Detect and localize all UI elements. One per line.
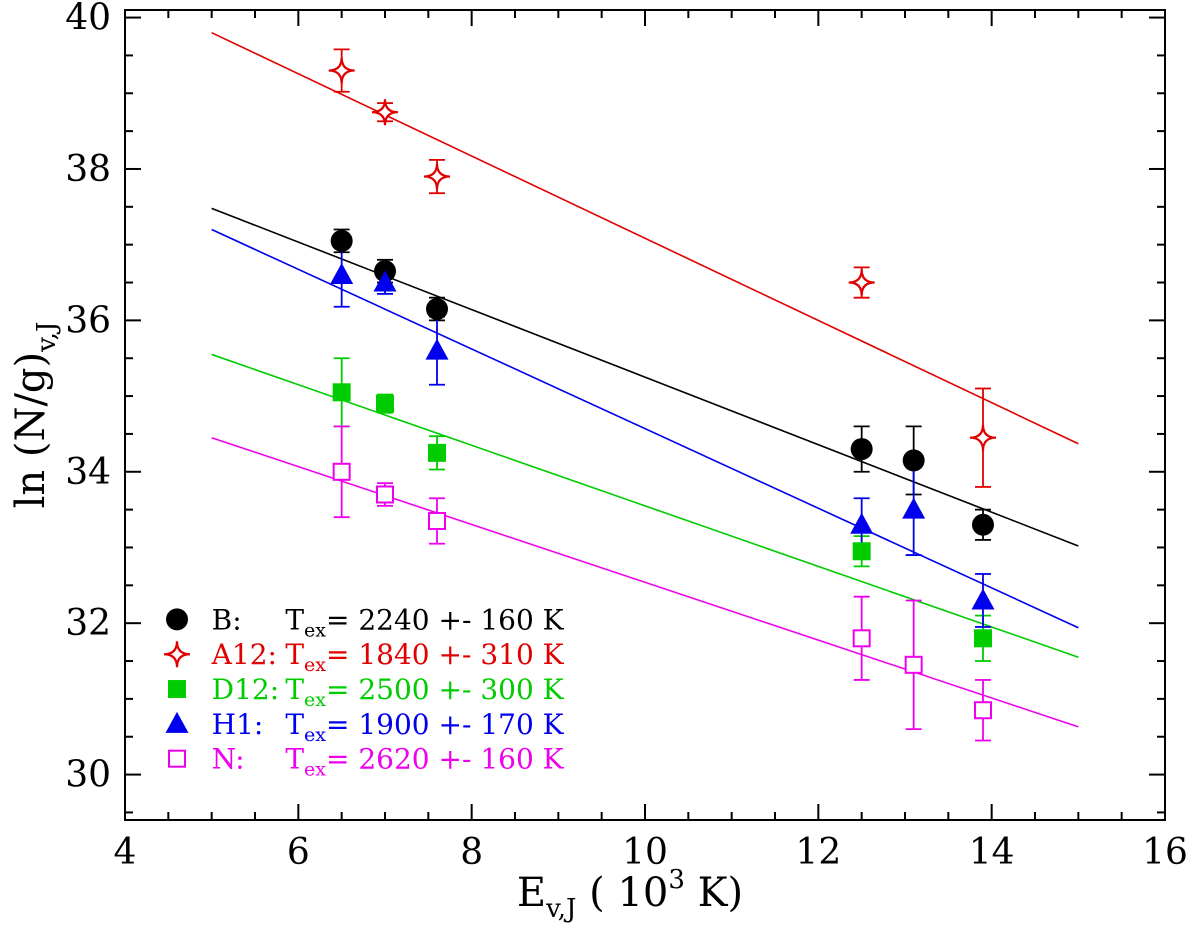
legend-marker-B (166, 608, 188, 631)
data-point-B (330, 229, 353, 252)
legend-marker-H1 (165, 711, 189, 733)
x-tick-label: 12 (795, 832, 841, 873)
data-point-D12 (332, 383, 351, 402)
legend-value-B: Tex= 2240 +- 160 K (285, 603, 564, 641)
data-point-A12 (371, 99, 399, 126)
fit-line-A12 (211, 31, 1079, 445)
fit-line-D12 (211, 353, 1079, 658)
data-point-B (850, 438, 873, 461)
data-point-N (904, 655, 923, 674)
y-tick-label: 36 (65, 300, 111, 341)
data-point-N (332, 462, 351, 481)
data-point-H1 (425, 338, 449, 360)
legend-marker-A12 (163, 641, 191, 668)
data-point-A12 (328, 57, 355, 84)
x-axis-label: Ev,J ( 103 K) (517, 865, 743, 924)
data-point-N (376, 485, 394, 504)
data-point-D12 (974, 629, 992, 648)
data-point-D12 (852, 542, 871, 561)
data-point-D12 (376, 394, 394, 413)
data-point-H1 (850, 512, 874, 534)
legend-marker-N (168, 749, 186, 768)
data-point-A12 (423, 163, 451, 190)
data-point-B (426, 298, 448, 321)
legend-value-D12: Tex= 2500 +- 300 K (285, 673, 564, 711)
legend-label-N: N: (212, 743, 245, 776)
legend-label-H1: H1: (212, 708, 264, 741)
x-tick-label: 14 (969, 832, 1015, 873)
data-point-B (902, 449, 925, 472)
y-axis-label: ln (N/g)v,J (8, 322, 62, 509)
x-tick-label: 6 (287, 832, 310, 873)
x-tick-label: 8 (460, 832, 483, 873)
legend-value-N: Tex= 2620 +- 160 K (285, 743, 564, 781)
y-tick-label: 34 (65, 452, 111, 493)
y-tick-label: 38 (65, 149, 111, 190)
fit-line-N (211, 436, 1079, 728)
data-point-H1 (902, 497, 926, 519)
data-point-H1 (373, 270, 397, 292)
data-point-B (972, 513, 994, 536)
data-point-D12 (428, 443, 446, 462)
data-point-H1 (971, 588, 995, 610)
legend-label-B: B: (212, 603, 242, 636)
y-tick-label: 32 (65, 603, 111, 644)
y-tick-label: 30 (65, 755, 111, 796)
data-point-N (852, 629, 871, 648)
legend-value-A12: Tex= 1840 +- 310 K (285, 638, 564, 676)
fit-line-B (211, 207, 1079, 547)
legend-label-D12: D12: (212, 673, 280, 706)
x-tick-label: 16 (1142, 832, 1188, 873)
legend-value-H1: Tex= 1900 +- 170 K (285, 708, 564, 746)
data-point-H1 (330, 262, 354, 284)
legend-label-A12: A12: (211, 638, 277, 671)
legend-marker-D12 (168, 680, 186, 699)
x-tick-label: 4 (114, 832, 137, 873)
data-point-N (974, 701, 992, 720)
data-point-A12 (848, 269, 875, 296)
x-tick-label: 10 (622, 832, 668, 873)
data-point-N (428, 511, 446, 530)
y-tick-label: 40 (65, 0, 111, 39)
fit-line-H1 (211, 228, 1079, 629)
data-point-A12 (969, 424, 997, 451)
plot-frame (124, 9, 1166, 821)
